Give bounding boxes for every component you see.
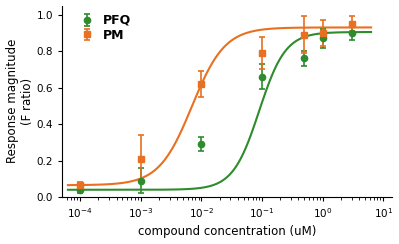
Legend: PFQ, PM: PFQ, PM [74, 11, 133, 44]
Y-axis label: Response magnitude
(F ratio): Response magnitude (F ratio) [6, 39, 34, 163]
X-axis label: compound concentration (uM): compound concentration (uM) [138, 225, 316, 238]
